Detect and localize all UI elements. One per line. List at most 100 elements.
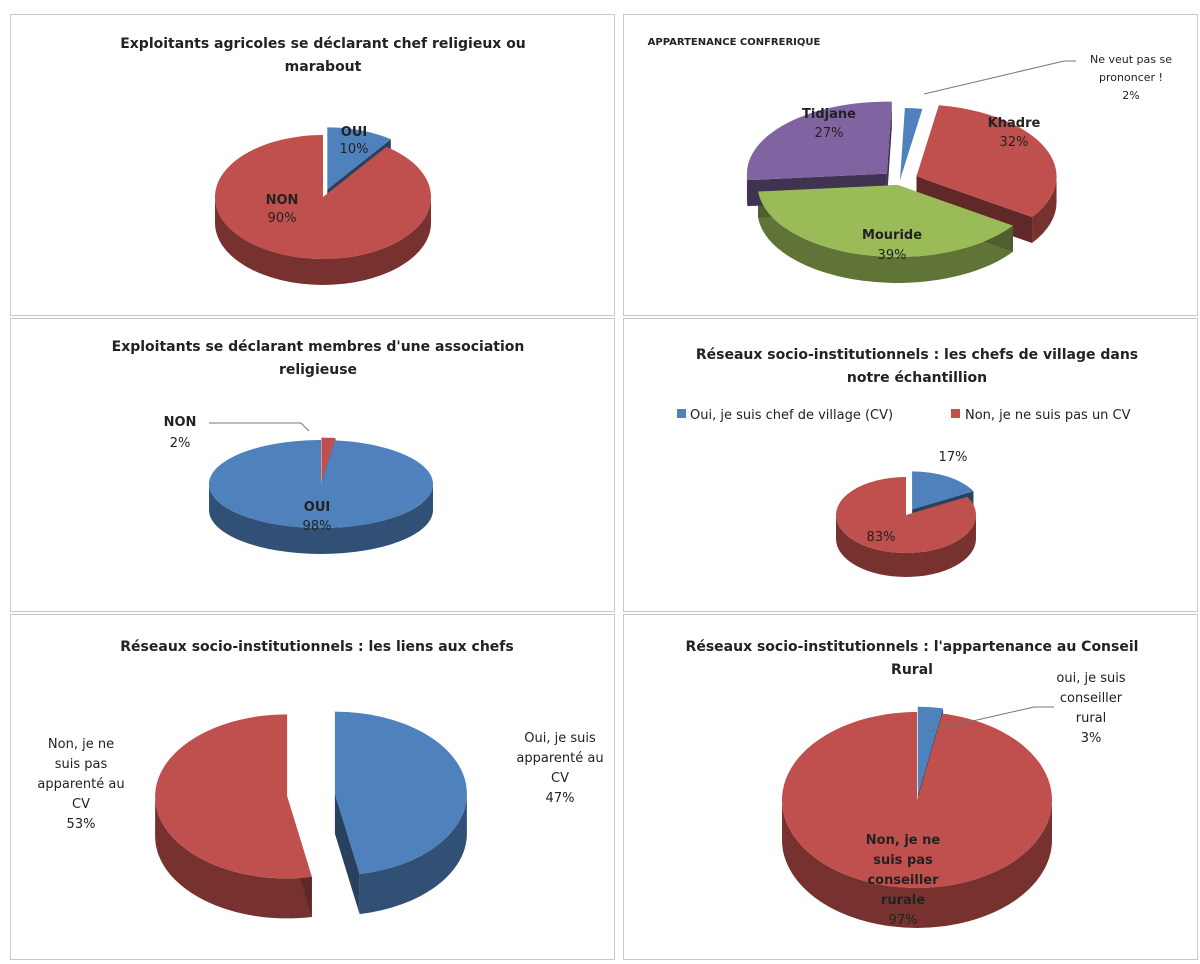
chart-2-label-khadre-cat: Khadre	[988, 116, 1041, 131]
chart-5-label-oui-line-1: Oui, je suis	[524, 731, 596, 746]
pie-1-side-1	[215, 197, 431, 285]
pie-3-slice-1	[208, 440, 433, 528]
chart-2-label-mouride-cat: Mouride	[862, 228, 922, 243]
chart-panel-6: Réseaux socio-institutionnels : l'appart…	[623, 614, 1198, 960]
pie-3-side-1	[209, 484, 433, 554]
chart-3-title-line-1: Exploitants se déclarant membres d'une a…	[112, 339, 525, 355]
pie-2-slice-2	[758, 184, 1013, 257]
svg-text:Réseaux socio-institutionnels: Réseaux socio-institutionnels : l'appart…	[686, 639, 1139, 655]
chart-5-label-non-line-1: Non, je ne	[48, 737, 114, 752]
chart-2-label-nvpp-val: 2%	[1122, 89, 1139, 102]
pie-4-slice-0	[912, 471, 974, 510]
pie-5-slice-1	[155, 714, 312, 879]
legend-swatch-oui	[677, 409, 686, 418]
chart-1-label-non-cat: NON	[266, 193, 299, 208]
chart-6-title-line-2: Rural	[891, 662, 933, 678]
pie-5-slice-0	[334, 711, 467, 875]
chart-panel-5: Réseaux socio-institutionnels : les lien…	[10, 614, 615, 960]
chart-4-title-line-1: Réseaux socio-institutionnels : les chef…	[696, 347, 1138, 363]
chart-2-label-tidjane-val: 27%	[815, 126, 844, 141]
chart-1-label-non-val: 90%	[268, 211, 297, 226]
chart-6-label-oui-val: 3%	[1081, 731, 1102, 746]
chart-5-label-non-line-3: apparenté au	[37, 777, 124, 792]
chart-4-pie	[836, 471, 976, 577]
chart-6-label-non-line-1: Non, je ne	[866, 833, 941, 848]
chart-2-label-mouride-val: 39%	[878, 248, 907, 263]
chart-6-label-non-line-3: conseiller	[867, 873, 939, 888]
chart-5-label-non-val: 53%	[67, 817, 96, 832]
chart-4-label-non-val: 83%	[867, 530, 896, 545]
chart-3-label-oui-cat: OUI	[304, 500, 330, 515]
chart-6-label-non-line-2: suis pas	[873, 853, 933, 868]
chart-2-title: APPARTENANCE CONFRERIQUE	[648, 37, 821, 48]
svg-text:notre échantillion: notre échantillion	[847, 370, 987, 386]
legend-label-non: Non, je ne suis pas un CV	[965, 408, 1131, 423]
chart-panel-2: APPARTENANCE CONFRERIQUE Ne veut pas se …	[623, 14, 1198, 316]
chart-3-label-oui-val: 98%	[303, 519, 332, 534]
chart-panel-1: Exploitants agricoles se déclarant chef …	[10, 14, 615, 316]
chart-3-title-line-2: religieuse	[279, 362, 357, 378]
chart-2-label-khadre-val: 32%	[1000, 135, 1029, 150]
pie-5-side-0	[359, 793, 467, 915]
chart-2-label-tidjane-cat: Tidjane	[802, 107, 856, 122]
pie-2-slice-1	[916, 105, 1057, 218]
svg-text:Exploitants agricoles se décla: Exploitants agricoles se déclarant chef …	[120, 36, 526, 52]
pie-5-side-1	[155, 796, 312, 919]
pie-2-slice-0	[900, 108, 923, 180]
chart-2-label-nvpp-line-2: prononcer !	[1099, 71, 1163, 84]
chart-1-pie	[215, 127, 431, 285]
pie-2-side-1	[1032, 176, 1057, 244]
chart-6-label-non-val: 97%	[889, 913, 918, 928]
chart-4-label-oui-val: 17%	[939, 450, 968, 465]
chart-3-label-non-cat: NON	[164, 415, 197, 430]
pie-1-slice-0	[327, 127, 391, 190]
pie-2-slice-3	[746, 101, 892, 181]
chart-panel-3: Exploitants se déclarant membres d'une a…	[10, 318, 615, 612]
chart-5-label-non-line-2: suis pas	[55, 757, 108, 772]
pie-2-side-2	[758, 191, 1013, 283]
chart-4-title-line-2: notre échantillion	[847, 370, 987, 386]
legend-label-oui: Oui, je suis chef de village (CV)	[690, 408, 893, 423]
chart-1-label-oui-cat: OUI	[341, 125, 367, 140]
chart-6-title-line-1: Réseaux socio-institutionnels : l'appart…	[686, 639, 1139, 655]
chart-3-leader-line	[209, 422, 310, 432]
chart-2-leader-line	[923, 60, 1076, 95]
chart-4-svg: Réseaux socio-institutionnels : les chef…	[677, 347, 1138, 577]
svg-text:Rural: Rural	[891, 662, 933, 678]
chart-6-label-non-line-4: rurale	[881, 893, 925, 908]
chart-5-label-oui-val: 47%	[546, 791, 575, 806]
svg-text:religieuse: religieuse	[279, 362, 357, 378]
chart-3-svg: Exploitants se déclarant membres d'une a…	[112, 339, 525, 554]
pie-2-side-3	[746, 173, 748, 207]
chart-1-svg: Exploitants agricoles se déclarant chef …	[120, 36, 526, 285]
chart-5-label-non-line-4: CV	[72, 797, 90, 812]
chart-3-label-non-val: 2%	[170, 436, 191, 451]
chart-5-svg: Réseaux socio-institutionnels : les lien…	[37, 639, 604, 919]
chart-6-label-oui-line-1: oui, je suis	[1056, 671, 1125, 686]
chart-3-pie	[208, 437, 433, 554]
chart-1-title-line-2: marabout	[285, 59, 362, 75]
chart-5-title: Réseaux socio-institutionnels : les lien…	[120, 639, 513, 655]
pie-2-cut-3-1	[886, 101, 892, 200]
chart-5-pie	[155, 711, 467, 919]
chart-6-label-oui-line-2: conseiller	[1060, 691, 1123, 706]
chart-5-label-oui-line-3: CV	[551, 771, 569, 786]
chart-5-label-oui-line-2: apparenté au	[516, 751, 603, 766]
chart-6-label-oui-line-3: rural	[1076, 711, 1107, 726]
svg-text:Exploitants se déclarant membr: Exploitants se déclarant membres d'une a…	[112, 339, 525, 355]
pie-4-slice-1	[836, 477, 976, 553]
legend-swatch-non	[951, 409, 960, 418]
pie-6-slice-1	[781, 712, 1052, 888]
pie-5-cut-0-1	[334, 793, 360, 915]
pie-4-side-1	[836, 515, 976, 577]
pie-3-slice-0	[321, 437, 336, 482]
chart-6-leader-line	[923, 706, 1054, 733]
chart-6-svg: Réseaux socio-institutionnels : l'appart…	[686, 639, 1139, 928]
chart-2-label-nvpp-line-1: Ne veut pas se	[1090, 53, 1172, 66]
svg-text:marabout: marabout	[285, 59, 362, 75]
chart-2-svg: APPARTENANCE CONFRERIQUE Ne veut pas se …	[648, 37, 1172, 283]
chart-1-title-line-1: Exploitants agricoles se déclarant chef …	[120, 36, 526, 52]
svg-text:Réseaux socio-institutionnels: Réseaux socio-institutionnels : les chef…	[696, 347, 1138, 363]
pie-6-side-1	[782, 800, 1052, 928]
chart-panel-4: Réseaux socio-institutionnels : les chef…	[623, 318, 1198, 612]
